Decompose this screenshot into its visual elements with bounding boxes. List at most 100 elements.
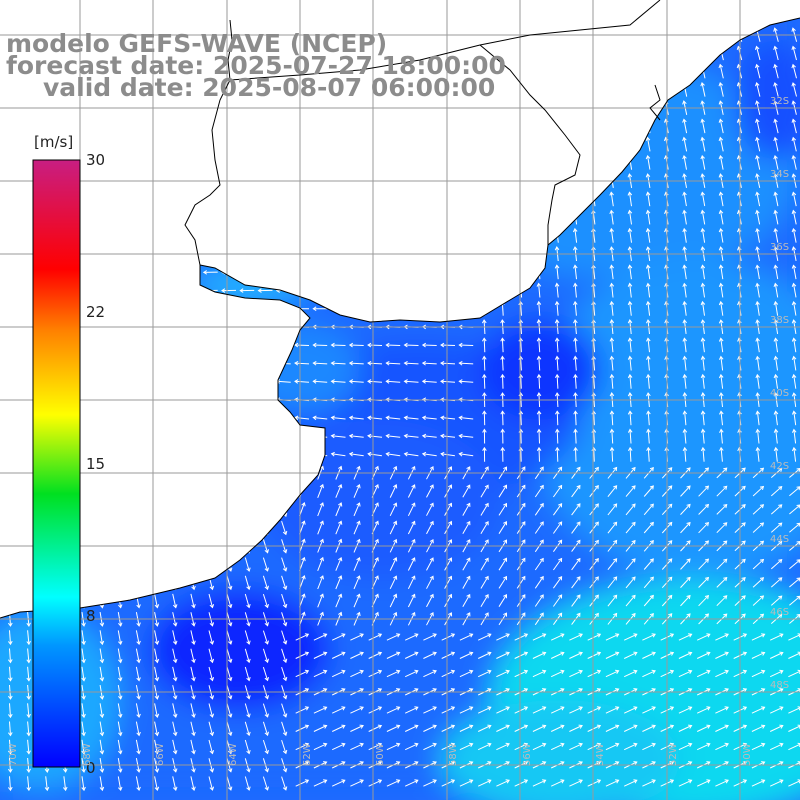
wind-arrow — [172, 593, 178, 609]
wind-arrow — [423, 724, 437, 732]
wind-arrow — [518, 355, 524, 371]
wind-arrow — [335, 520, 343, 535]
wind-arrow — [755, 118, 761, 134]
wind-arrow — [386, 706, 401, 714]
wind-arrow — [389, 502, 398, 517]
wind-arrow — [755, 136, 761, 152]
wind-arrow — [350, 669, 364, 678]
wind-arrow — [281, 739, 288, 755]
longitude-label: 62W — [302, 743, 313, 766]
wind-arrow — [536, 446, 542, 462]
wind-arrow — [769, 633, 784, 641]
wind-arrow — [770, 485, 783, 497]
wind-arrow — [587, 706, 602, 714]
wind-arrow — [682, 355, 688, 371]
wind-arrow — [348, 433, 364, 439]
wind-arrow — [552, 521, 563, 534]
longitude-label: 52W — [668, 743, 679, 766]
wind-arrow — [605, 651, 620, 659]
wind-arrow — [587, 724, 602, 732]
wind-arrow — [426, 557, 434, 571]
wind-arrow — [208, 630, 215, 645]
wind-arrow — [386, 724, 401, 732]
wind-arrow — [226, 721, 233, 737]
wind-arrow — [477, 651, 492, 659]
wind-arrow — [755, 446, 761, 462]
wind-arrow — [554, 300, 560, 316]
wind-arrow — [367, 379, 383, 384]
wind-arrow — [423, 669, 437, 678]
wind-arrow — [682, 191, 687, 207]
wind-arrow — [348, 415, 364, 421]
wind-arrow — [607, 503, 618, 516]
wind-arrow — [262, 703, 269, 718]
wind-arrow — [518, 337, 524, 353]
wind-arrow — [281, 648, 288, 664]
wind-arrow — [117, 776, 123, 792]
wind-arrow — [532, 706, 547, 714]
wind-arrow — [482, 428, 487, 444]
wind-arrow — [589, 557, 599, 571]
wind-arrow — [645, 282, 651, 298]
wind-arrow — [81, 739, 86, 755]
wind-arrow — [571, 521, 581, 534]
wind-arrow — [348, 342, 364, 348]
wind-arrow — [317, 502, 324, 517]
wind-arrow — [550, 633, 565, 641]
wind-arrow — [587, 779, 602, 787]
wind-arrow — [335, 556, 343, 571]
wind-arrow — [536, 282, 542, 298]
wind-arrow — [477, 742, 492, 751]
wind-arrow — [244, 648, 251, 664]
wind-arrow — [172, 630, 178, 646]
wind-arrow — [550, 779, 565, 787]
wind-arrow — [680, 558, 691, 570]
wind-arrow — [791, 154, 797, 170]
wind-arrow — [257, 288, 273, 293]
wind-arrow — [403, 342, 419, 348]
wind-arrow — [426, 502, 434, 516]
title-forecast-date: forecast date: 2025-07-27 18:00:00 — [6, 51, 506, 80]
wind-arrow — [552, 557, 563, 571]
wind-arrow — [627, 355, 633, 371]
wind-arrow — [715, 633, 729, 641]
wind-arrow — [715, 651, 729, 659]
wind-arrow — [609, 446, 615, 462]
wind-arrow — [350, 706, 364, 714]
wind-arrow — [716, 576, 728, 588]
wind-arrow — [718, 337, 724, 353]
wind-arrow — [791, 136, 797, 152]
wind-arrow — [462, 593, 471, 608]
wind-arrow — [462, 575, 471, 589]
wind-arrow — [462, 484, 471, 498]
wind-arrow — [789, 504, 800, 515]
wind-arrow — [294, 360, 310, 366]
wind-arrow — [682, 446, 688, 462]
wind-arrow — [407, 502, 416, 517]
wind-arrow — [7, 666, 13, 682]
wind-arrow — [625, 558, 636, 570]
wind-arrow — [536, 355, 542, 371]
wind-arrow — [514, 706, 529, 714]
wind-arrow — [623, 633, 638, 641]
wind-arrow — [625, 576, 636, 589]
latitude-label: 34S — [770, 169, 790, 180]
wind-arrow — [770, 504, 783, 515]
wind-arrow — [609, 209, 614, 225]
wind-arrow — [26, 666, 31, 682]
wind-arrow — [331, 779, 346, 787]
wind-arrow — [643, 558, 654, 570]
wind-arrow — [208, 739, 215, 755]
wind-arrow — [331, 669, 346, 678]
wind-arrow — [680, 503, 691, 515]
wind-arrow — [154, 648, 160, 664]
wind-arrow — [389, 557, 398, 571]
wind-arrow — [682, 282, 687, 298]
wind-arrow — [226, 593, 233, 609]
wind-arrow — [680, 576, 691, 588]
wind-arrow — [700, 227, 706, 243]
wind-arrow — [459, 669, 474, 678]
wind-arrow — [7, 630, 13, 646]
wind-arrow — [330, 415, 346, 421]
wind-arrow — [680, 521, 691, 534]
